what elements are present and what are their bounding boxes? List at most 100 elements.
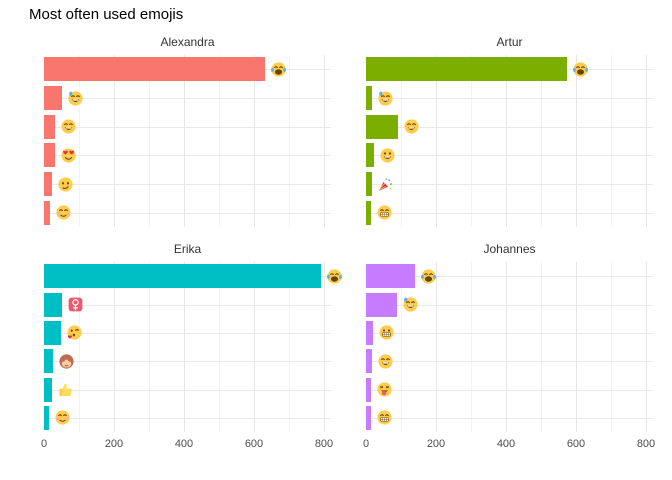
facet-strip-artur: Artur xyxy=(496,35,523,49)
gridline-vertical xyxy=(219,262,220,432)
bar-smiling-face-with-heart-eyes xyxy=(44,143,55,168)
gridline-vertical xyxy=(506,262,507,432)
bar-smiling-face-with-sweat xyxy=(366,86,373,110)
gridline-vertical xyxy=(254,55,255,227)
gridline-vertical xyxy=(324,55,325,227)
gridline-horizontal xyxy=(44,126,331,128)
gridline-vertical xyxy=(149,55,150,227)
gridline-horizontal xyxy=(366,332,653,334)
facet-panel-alexandra xyxy=(44,55,331,227)
emoji-face-blowing-a-kiss-icon xyxy=(67,325,82,340)
gridline-horizontal xyxy=(366,389,653,391)
emoji-face-with-tears-of-joy-icon xyxy=(421,269,436,284)
bar-beaming-face-with-smiling-eyes xyxy=(366,405,371,430)
chart-title: Most often used emojis xyxy=(29,6,184,23)
x-tick-label: 400 xyxy=(174,438,194,450)
gridline-vertical xyxy=(436,55,437,227)
bar-squinting-face-with-tongue xyxy=(366,377,372,402)
gridline-horizontal xyxy=(44,212,331,214)
gridline-vertical xyxy=(436,262,437,432)
bar-female-sign xyxy=(44,292,63,317)
bar-face-with-tears-of-joy xyxy=(366,57,568,82)
bar-party-popper xyxy=(366,172,373,196)
bar-face-with-tears-of-joy xyxy=(44,57,265,82)
gridline-horizontal xyxy=(366,155,653,157)
emoji-party-popper-icon xyxy=(378,177,393,192)
x-tick-label: 0 xyxy=(40,438,48,450)
gridline-vertical xyxy=(219,55,220,227)
gridline-vertical xyxy=(401,55,402,227)
gridline-horizontal xyxy=(366,276,653,278)
gridline-vertical xyxy=(114,262,115,432)
gridline-vertical xyxy=(471,262,472,432)
facet-panel-johannes xyxy=(366,262,653,432)
gridline-vertical xyxy=(79,262,80,432)
gridline-vertical xyxy=(576,55,577,227)
emoji-smiling-face-with-blush-icon xyxy=(56,205,71,220)
emoji-smiling-face-with-sweat-icon xyxy=(403,297,418,312)
gridline-vertical xyxy=(114,55,115,227)
emoji-smiling-face-with-sweat-icon xyxy=(67,90,83,106)
gridline-vertical xyxy=(401,262,402,432)
gridline-vertical xyxy=(576,262,577,432)
bar-face-with-tears-of-joy xyxy=(366,264,415,289)
gridline-vertical xyxy=(254,262,255,432)
gridline-horizontal xyxy=(44,98,331,99)
bar-grinning-face-with-smiling-eyes xyxy=(366,349,372,374)
gridline-vertical xyxy=(541,55,542,227)
gridline-vertical xyxy=(289,55,290,227)
gridline-vertical xyxy=(149,262,150,432)
gridline-horizontal xyxy=(366,304,653,306)
emoji-face-with-tears-of-joy-icon xyxy=(573,62,589,77)
bar-thumbs-up xyxy=(44,377,53,402)
facet-strip-johannes: Johannes xyxy=(483,242,536,256)
x-tick-label: 600 xyxy=(566,438,586,450)
gridline-horizontal xyxy=(44,155,331,157)
bar-grinning-face-with-smiling-eyes xyxy=(44,114,56,139)
x-tick-label: 200 xyxy=(426,438,446,450)
gridline-horizontal xyxy=(366,98,653,99)
emoji-female-sign-icon xyxy=(68,297,83,312)
bar-see-no-evil-monkey xyxy=(44,349,54,374)
bar-smirking-face xyxy=(44,172,52,196)
bar-grinning-face-with-smiling-eyes xyxy=(366,114,398,139)
facet-panel-artur xyxy=(366,55,653,227)
gridline-horizontal xyxy=(366,126,653,128)
bar-beaming-face-with-smiling-eyes xyxy=(366,200,372,225)
gridline-vertical xyxy=(471,55,472,227)
x-tick-label: 800 xyxy=(314,438,334,450)
x-tick-label: 200 xyxy=(104,438,124,450)
x-tick-label: 0 xyxy=(362,438,370,450)
gridline-vertical xyxy=(324,262,325,432)
gridline-horizontal xyxy=(366,212,653,214)
bar-face-with-tears-of-joy xyxy=(44,264,321,289)
emoji-see-no-evil-monkey-icon xyxy=(59,354,74,369)
gridline-vertical xyxy=(541,262,542,432)
facet-strip-alexandra: Alexandra xyxy=(160,35,215,49)
gridline-vertical xyxy=(646,55,647,227)
gridline-horizontal xyxy=(44,417,331,419)
bar-grimacing-face xyxy=(366,320,373,345)
x-tick-label: 800 xyxy=(636,438,656,450)
bar-smiling-face-with-sweat xyxy=(44,86,62,110)
emoji-beaming-face-with-smiling-eyes-icon xyxy=(377,205,392,220)
emoji-beaming-face-with-smiling-eyes-icon xyxy=(377,410,392,425)
gridline-vertical xyxy=(289,262,290,432)
gridline-horizontal xyxy=(44,304,331,306)
gridline-vertical xyxy=(506,55,507,227)
gridline-vertical xyxy=(611,55,612,227)
emoji-grinning-face-with-smiling-eyes-icon xyxy=(61,119,76,134)
x-tick-label: 400 xyxy=(496,438,516,450)
emoji-smiling-face-with-blush-icon xyxy=(55,410,70,425)
gridline-vertical xyxy=(646,262,647,432)
gridline-horizontal xyxy=(44,361,331,363)
bar-smiling-face-with-blush xyxy=(44,200,51,225)
gridline-vertical xyxy=(184,55,185,227)
gridline-vertical xyxy=(611,262,612,432)
emoji-grinning-face-with-smiling-eyes-icon xyxy=(378,354,393,369)
gridline-horizontal xyxy=(366,184,653,185)
emoji-grinning-face-icon xyxy=(380,148,395,163)
bar-smiling-face-with-blush xyxy=(44,405,50,430)
gridline-horizontal xyxy=(44,332,331,334)
